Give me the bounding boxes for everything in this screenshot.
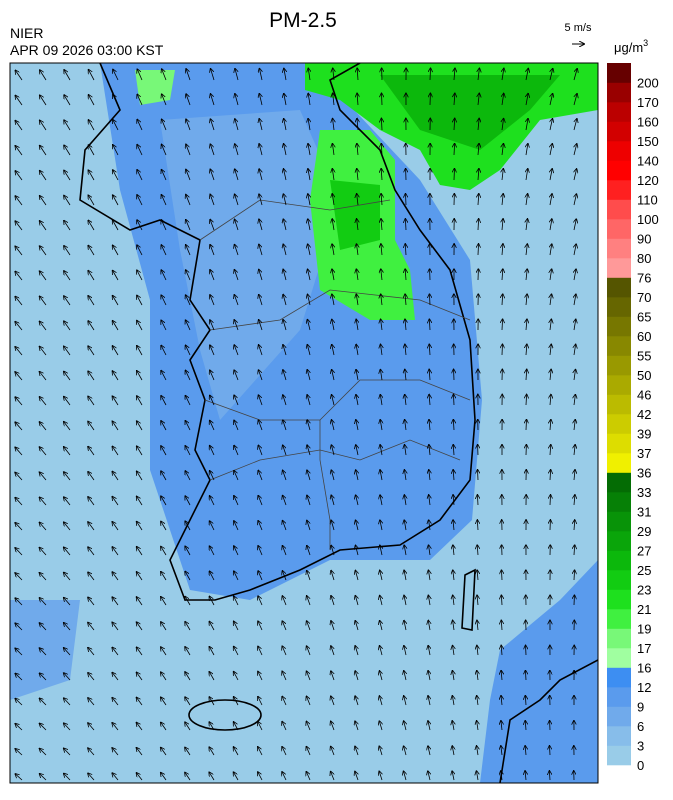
colorbar-segment [607, 512, 631, 532]
colorbar-segment [607, 570, 631, 590]
colorbar-segment [607, 707, 631, 727]
colorbar-label: 33 [637, 485, 651, 500]
colorbar-label: 160 [637, 115, 659, 130]
colorbar-segment [607, 102, 631, 122]
colorbar-label: 21 [637, 602, 651, 617]
colorbar-segment [607, 141, 631, 161]
colorbar-label: 29 [637, 524, 651, 539]
colorbar-segment [607, 395, 631, 415]
colorbar-label: 100 [637, 212, 659, 227]
colorbar-segment [607, 726, 631, 746]
colorbar-label: 12 [637, 680, 651, 695]
colorbar-label: 19 [637, 622, 651, 637]
colorbar-segment [607, 278, 631, 298]
wind-arrow [550, 495, 551, 505]
timestamp: APR 09 2026 03:00 KST [10, 42, 164, 58]
colorbar-segment [607, 629, 631, 649]
colorbar-segment [607, 122, 631, 142]
colorbar-segment [607, 531, 631, 551]
wind-arrow [574, 570, 575, 580]
unit-base: μg/m [614, 40, 643, 55]
colorbar-label: 55 [637, 349, 651, 364]
colorbar-segment [607, 453, 631, 473]
unit-power: 3 [643, 38, 648, 48]
colorbar-label: 120 [637, 173, 659, 188]
colorbar-segment [607, 63, 631, 83]
colorbar-label: 6 [637, 719, 644, 734]
colorbar-label: 140 [637, 154, 659, 169]
map [10, 63, 598, 783]
colorbar-label: 80 [637, 251, 651, 266]
colorbar-segment [607, 609, 631, 629]
colorbar-segment [607, 200, 631, 220]
colorbar-label: 17 [637, 641, 651, 656]
wind-arrow [478, 244, 479, 255]
colorbar-segment [607, 648, 631, 668]
colorbar-label: 65 [637, 310, 651, 325]
colorbar-label: 90 [637, 232, 651, 247]
colorbar-label: 31 [637, 505, 651, 520]
wind-arrow [429, 294, 430, 305]
colorbar-segment [607, 297, 631, 317]
wind-arrow [477, 495, 478, 505]
colorbar-label: 42 [637, 407, 651, 422]
agency: NIER [10, 25, 43, 41]
colorbar-segment [607, 336, 631, 356]
colorbar: 0369121617192123252729313336373942465055… [607, 63, 659, 773]
colorbar-label: 16 [637, 661, 651, 676]
colorbar-label: 27 [637, 544, 651, 559]
colorbar-segment [607, 687, 631, 707]
colorbar-segment [607, 492, 631, 512]
wind-arrow [501, 570, 502, 580]
colorbar-label: 50 [637, 368, 651, 383]
colorbar-segment [607, 239, 631, 259]
wind-arrow [525, 671, 526, 680]
colorbar-label: 25 [637, 563, 651, 578]
colorbar-segment [607, 590, 631, 610]
colorbar-label: 46 [637, 388, 651, 403]
colorbar-label: 70 [637, 290, 651, 305]
wind-arrow [430, 68, 431, 80]
title: PM-2.5 [269, 9, 337, 32]
colorbar-segment [607, 83, 631, 103]
colorbar-segment [607, 317, 631, 337]
colorbar-segment [607, 375, 631, 395]
colorbar-label: 9 [637, 700, 644, 715]
colorbar-segment [607, 258, 631, 278]
colorbar-segment [607, 356, 631, 376]
colorbar-segment [607, 746, 631, 766]
colorbar-segment [607, 434, 631, 454]
colorbar-label: 110 [637, 193, 658, 208]
colorbar-segment [607, 668, 631, 688]
unit: μg/m3 [614, 38, 648, 55]
colorbar-segment [607, 414, 631, 434]
colorbar-label: 23 [637, 583, 651, 598]
colorbar-segment [607, 551, 631, 571]
colorbar-segment [607, 180, 631, 200]
colorbar-label: 60 [637, 329, 651, 344]
colorbar-segment [607, 219, 631, 239]
colorbar-segment [607, 161, 631, 181]
wind-arrow [549, 746, 550, 755]
colorbar-label: 39 [637, 427, 651, 442]
colorbar-label: 150 [637, 134, 659, 149]
wind-arrow [453, 395, 454, 405]
colorbar-label: 36 [637, 466, 651, 481]
colorbar-label: 76 [637, 271, 651, 286]
wind-scale-label: 5 m/s [565, 22, 592, 34]
colorbar-label: 37 [637, 446, 651, 461]
colorbar-label: 200 [637, 76, 659, 91]
colorbar-segment [607, 473, 631, 493]
colorbar-label: 170 [637, 95, 659, 110]
pm-zone [135, 70, 175, 105]
colorbar-label: 3 [637, 739, 644, 754]
colorbar-label: 0 [637, 758, 644, 773]
